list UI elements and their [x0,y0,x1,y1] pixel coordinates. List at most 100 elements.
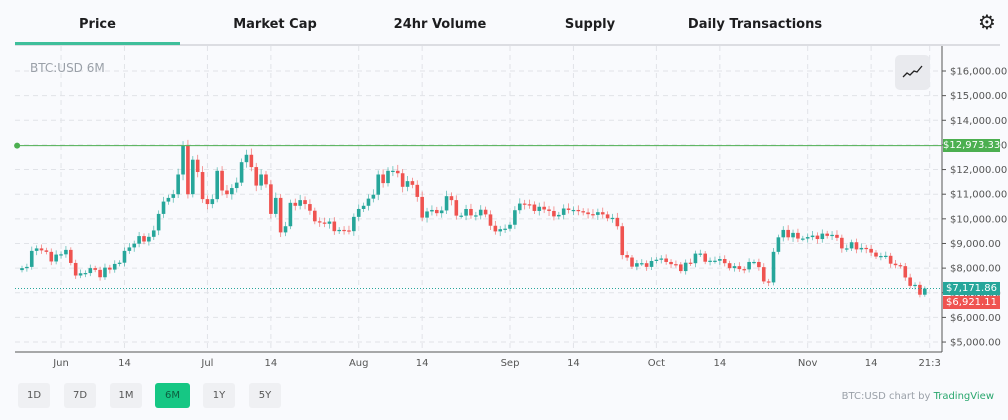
candle-down [254,167,259,186]
candle-down [39,248,44,251]
candle-down [840,237,844,249]
candle-up [557,214,561,217]
candle-up [459,215,463,217]
tradingview-link[interactable]: TradingView [933,391,994,402]
candle-up [171,194,176,198]
candle-down [469,208,473,216]
line-chart-icon [902,65,923,78]
range-1m-button[interactable]: 1M [110,383,142,408]
candle-down [766,281,771,283]
symbol-label: BTC:USD 6M [30,61,105,75]
tab-market-cap[interactable]: Market Cap [233,17,317,32]
candle-up [29,250,34,267]
tab-price[interactable]: Price [15,17,180,45]
candle-down [815,235,820,240]
candle-up [844,248,849,250]
candle-up [361,205,366,209]
candle-up [820,233,825,240]
candle-down [186,145,190,195]
high-price-marker [14,142,21,149]
candle-up [156,213,161,231]
gear-icon[interactable]: ⚙ [978,10,996,34]
y-tick-label: $10,000.00 [950,214,1007,225]
candle-up [508,224,512,229]
candle-up [83,273,88,275]
candle-down [264,174,268,185]
x-tick-label: Jun [52,358,69,369]
range-1y-button[interactable]: 1Y [203,383,235,408]
candle-down [395,170,400,174]
candle-up [25,266,29,269]
candle-down [454,200,459,216]
candle-up [234,182,239,189]
candle-up [698,253,703,255]
candle-down [586,212,590,215]
candle-up [708,260,712,262]
candle-up [132,243,137,248]
candle-down [644,263,649,267]
candle-up [191,159,195,195]
candle-down [605,214,610,219]
attribution-text: BTC:USD chart by [841,391,934,402]
price-chart[interactable]: $16,000.00$15,000.00$14,000.00$13,000.00… [0,0,1008,380]
y-tick-label: $16,000.00 [950,67,1007,78]
candle-up [517,203,522,211]
candle-down [742,269,747,271]
candle-down [688,262,693,264]
candle-down [225,190,229,195]
candle-up [147,236,151,242]
range-5y-button[interactable]: 5Y [249,383,281,408]
chart-type-button[interactable] [895,55,930,90]
candle-down [669,261,673,265]
candle-up [288,202,293,227]
candle-up [151,230,156,237]
candle-down [49,251,54,262]
candle-down [108,267,112,270]
candle-down [415,184,420,197]
candle-up [352,216,356,232]
tab-supply[interactable]: Supply [564,17,616,32]
candle-down [552,210,556,217]
x-tick-label: 14 [713,358,726,369]
candle-down [493,225,498,232]
candle-up [883,255,888,257]
candle-up [849,242,854,249]
tab-daily-transactions[interactable]: Daily Transactions [687,17,823,32]
range-6m-button[interactable]: 6M [155,383,190,408]
candle-down [73,262,78,276]
candle-down [786,229,790,238]
candle-down [542,206,546,210]
y-tick-label: $5,000.00 [950,338,1001,349]
candle-up [639,263,644,265]
candle-down [761,267,766,282]
candle-down [381,174,385,184]
candle-up [337,229,341,232]
candle-down [205,199,210,205]
candle-down [249,154,254,168]
candle-up [230,188,234,195]
x-tick-label: Nov [798,358,818,369]
candle-up [327,221,332,224]
range-7d-button[interactable]: 7D [64,383,96,408]
candle-up [693,253,698,264]
x-tick-label: Sep [501,358,520,369]
candle-up [117,262,122,264]
candle-up [830,234,834,237]
candle-down [303,200,307,205]
candle-down [483,209,488,215]
candle-up [444,196,449,211]
candle-up [771,251,776,283]
candle-up [635,263,639,267]
candle-down [908,277,912,286]
candle-up [366,198,371,206]
candle-down [308,204,312,211]
range-1d-button[interactable]: 1D [18,383,50,408]
candle-up [747,261,751,270]
tab-24hr-volume[interactable]: 24hr Volume [393,17,487,32]
candle-up [88,268,93,274]
candle-down [69,249,73,263]
candle-down [278,197,283,233]
candle-down [864,247,869,250]
candle-up [791,232,795,238]
candle-down [488,214,493,226]
